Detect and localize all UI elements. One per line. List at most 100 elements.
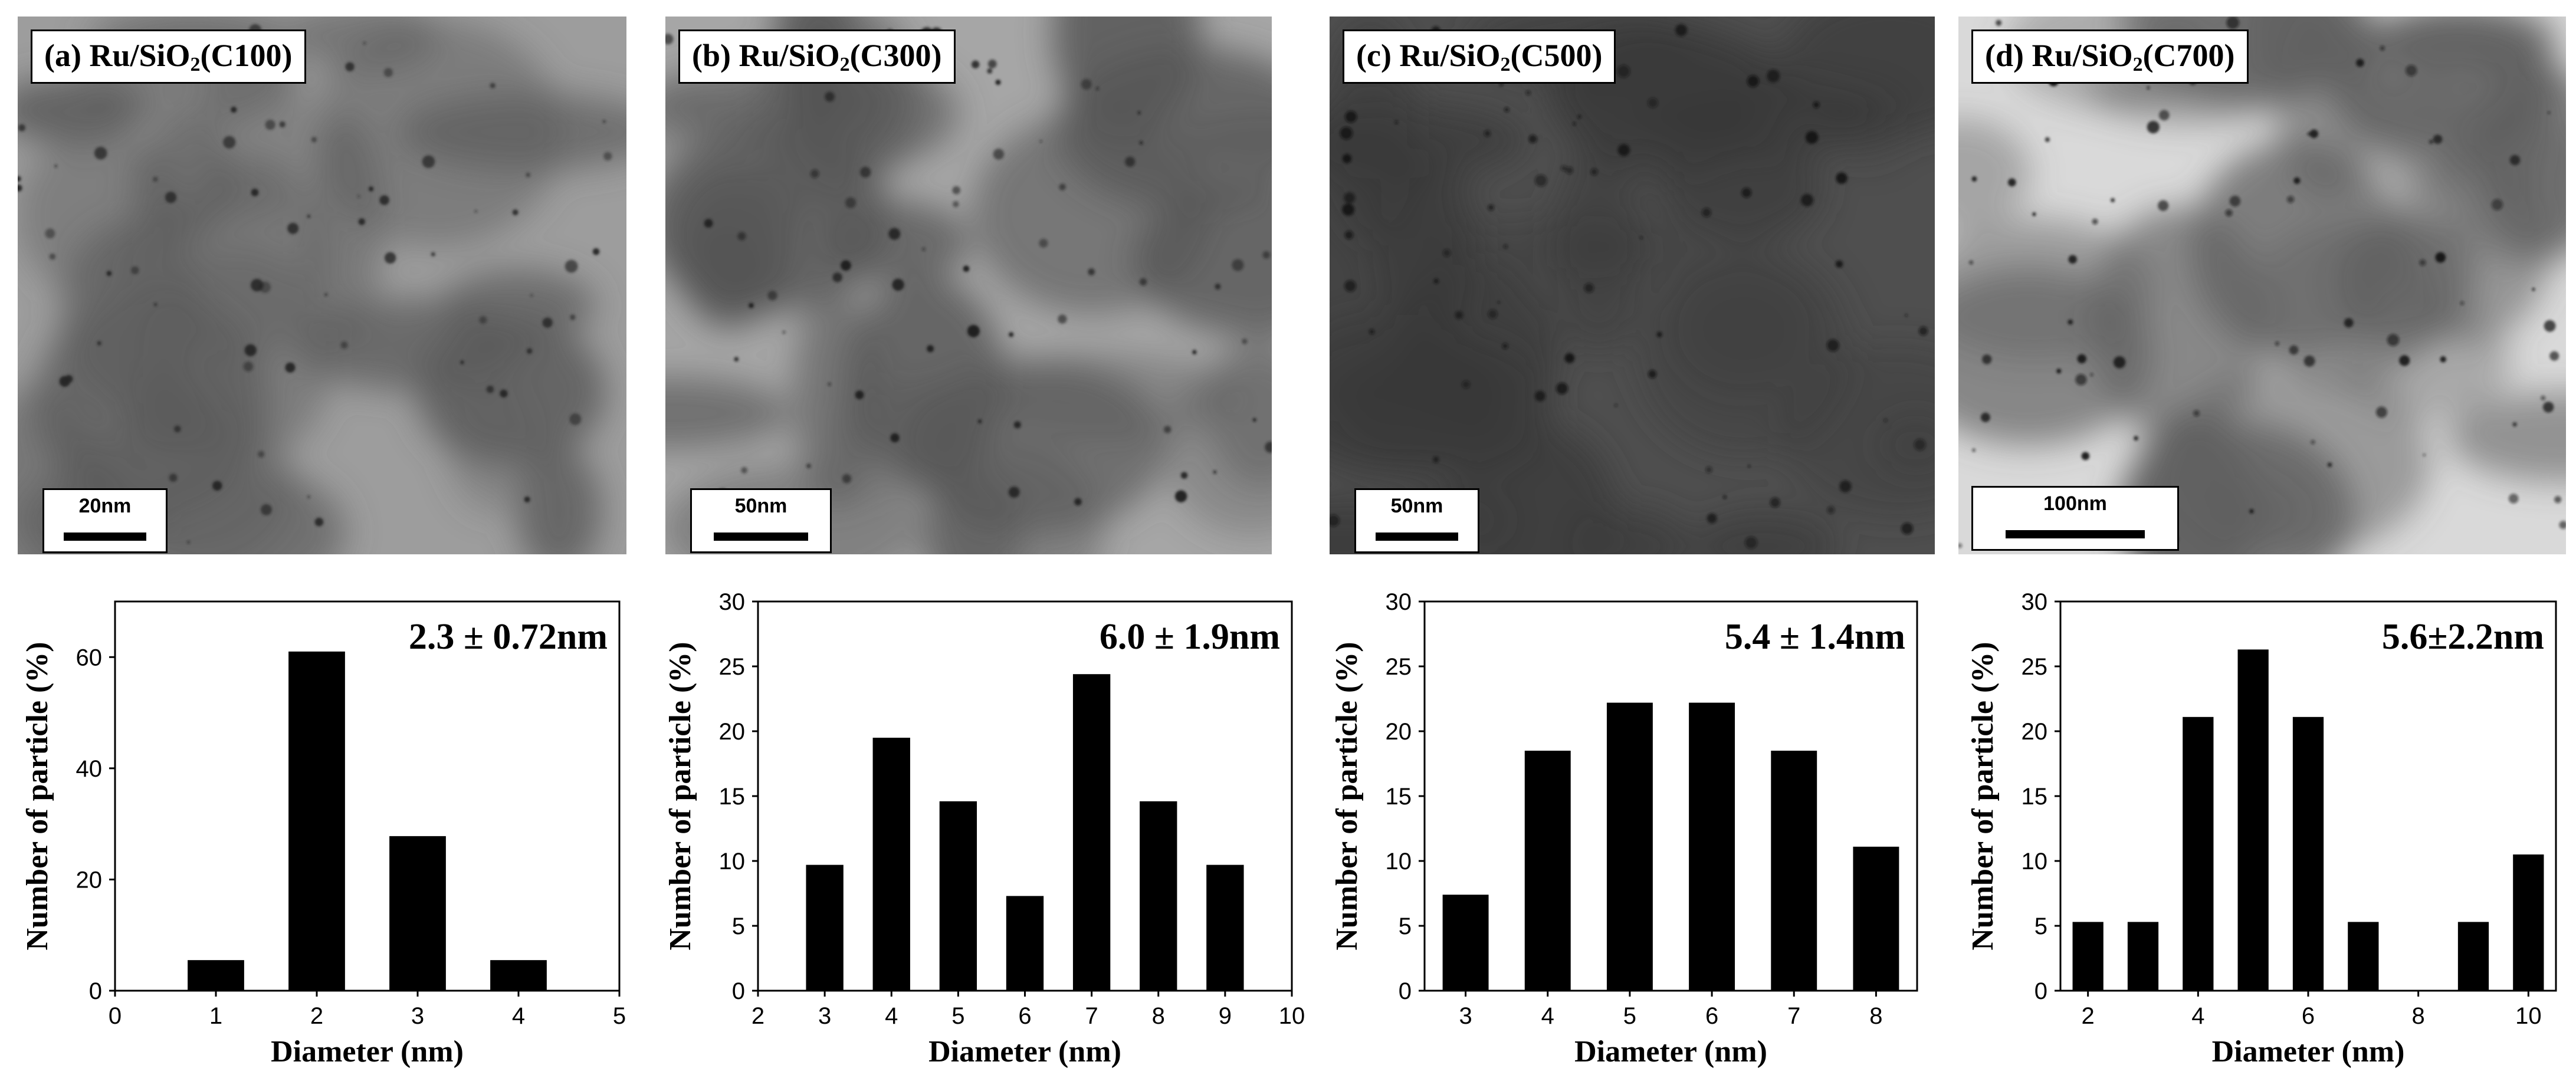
bar xyxy=(2072,922,2104,991)
x-axis-label: Diameter (nm) xyxy=(928,1035,1121,1069)
y-tick-label: 0 xyxy=(89,978,102,1004)
histogram-d: 0 5 10 15 20 25 30 2 4 6 8 10 Diameter (nm) Number of… xyxy=(1957,589,2574,1085)
plot-frame xyxy=(114,600,621,992)
histogram-c: 0 5 10 15 20 25 30 3 4 5 6 7 8 Diameter (nm) Number of… xyxy=(1321,589,1935,1085)
bar xyxy=(1853,846,1899,991)
tem-micrograph-c xyxy=(1330,17,1935,554)
scale-bar-b: 50nm xyxy=(690,488,832,553)
y-tick-label: 30 xyxy=(719,589,746,615)
x-tick-label: 8 xyxy=(1869,1003,1882,1029)
size-annotation: 5.6±2.2nm xyxy=(2382,617,2544,657)
bar xyxy=(939,801,977,991)
y-tick-label: 25 xyxy=(719,654,746,680)
x-tick-label: 5 xyxy=(613,1003,626,1029)
tem-cluster-group xyxy=(1330,17,1935,554)
bar xyxy=(2183,716,2214,991)
y-tick-label: 25 xyxy=(2022,654,2048,680)
y-axis-label: Number of particle (%) xyxy=(21,642,54,950)
tem-image-b: (b) Ru/SiO2(C300) 50nm xyxy=(665,17,1272,554)
y-tick-label: 15 xyxy=(2022,784,2048,810)
x-axis-label: Diameter (nm) xyxy=(271,1035,464,1069)
tem-particles xyxy=(18,24,612,544)
bar xyxy=(872,738,910,991)
tem-micrograph-d xyxy=(1958,17,2566,554)
bar xyxy=(1689,702,1735,991)
y-axis-label: Number of particle (%) xyxy=(664,642,697,950)
scale-bar-c: 50nm xyxy=(1354,488,1479,553)
y-tick-label: 40 xyxy=(76,756,103,782)
x-tick-label: 4 xyxy=(1541,1003,1554,1029)
scale-bar-a: 20nm xyxy=(42,488,168,553)
y-tick-label: 0 xyxy=(1399,978,1412,1004)
y-tick-label: 30 xyxy=(1386,589,1412,615)
x-tick-label: 5 xyxy=(1623,1003,1636,1029)
bar xyxy=(1206,865,1244,991)
bar xyxy=(1442,895,1489,991)
scale-bar-text-b: 50nm xyxy=(734,495,787,517)
x-tick-label: 6 xyxy=(1018,1003,1031,1029)
scale-bar-line-b xyxy=(714,533,808,541)
tem-cluster-group xyxy=(665,17,1272,554)
scale-bar-line-a xyxy=(63,533,147,541)
y-tick-label: 30 xyxy=(2022,589,2048,615)
scale-bar-text-a: 20nm xyxy=(78,495,132,517)
y-axis-label: Number of particle (%) xyxy=(1966,642,2000,950)
x-axis-label: Diameter (nm) xyxy=(2212,1035,2405,1069)
tem-image-d: (d) Ru/SiO2(C700) 100nm xyxy=(1958,17,2566,554)
bar xyxy=(188,960,244,991)
scale-bar-text-d: 100nm xyxy=(2043,492,2107,515)
bar xyxy=(2513,854,2544,991)
x-tick-label: 4 xyxy=(885,1003,898,1029)
bar xyxy=(1524,751,1571,991)
y-tick-label: 5 xyxy=(1399,913,1412,939)
x-tick-label: 7 xyxy=(1085,1003,1098,1029)
y-tick-label: 10 xyxy=(2022,849,2048,875)
bar xyxy=(490,960,547,991)
tem-micrograph-a xyxy=(18,17,626,554)
y-tick-label: 5 xyxy=(732,913,745,939)
y-tick-label: 25 xyxy=(1386,654,1412,680)
x-tick-label: 3 xyxy=(411,1003,424,1029)
panel-label-b: (b) Ru/SiO2(C300) xyxy=(678,29,956,84)
bar xyxy=(1606,702,1653,991)
y-tick-label: 10 xyxy=(1386,849,1412,875)
bar xyxy=(1072,674,1111,991)
y-tick-label: 10 xyxy=(719,849,746,875)
x-tick-label: 5 xyxy=(951,1003,964,1029)
y-tick-label: 0 xyxy=(732,978,745,1004)
x-tick-label: 10 xyxy=(1279,1003,1305,1029)
x-tick-label: 4 xyxy=(512,1003,525,1029)
x-tick-label: 2 xyxy=(752,1003,764,1029)
tem-particles xyxy=(1330,24,1928,549)
bar xyxy=(2237,649,2269,991)
y-tick-label: 20 xyxy=(719,719,746,745)
panel-label-d: (d) Ru/SiO2(C700) xyxy=(1971,29,2249,84)
plot-frame xyxy=(1423,600,1918,992)
x-tick-label: 2 xyxy=(310,1003,323,1029)
y-tick-label: 20 xyxy=(2022,719,2048,745)
panel-label-a: (a) Ru/SiO2(C100) xyxy=(31,29,306,84)
bar xyxy=(1140,801,1177,991)
tem-micrograph-b xyxy=(665,17,1272,554)
bar xyxy=(1771,751,1817,991)
bar xyxy=(389,836,446,991)
bar xyxy=(288,651,345,991)
tem-particles xyxy=(1958,17,2566,550)
scale-bar-line-d xyxy=(2006,530,2145,538)
x-tick-label: 0 xyxy=(109,1003,122,1029)
x-tick-label: 4 xyxy=(2191,1003,2204,1029)
x-tick-label: 7 xyxy=(1787,1003,1800,1029)
y-tick-label: 0 xyxy=(2034,978,2047,1004)
y-tick-label: 5 xyxy=(2034,913,2047,939)
x-tick-label: 8 xyxy=(1152,1003,1165,1029)
y-tick-label: 15 xyxy=(1386,784,1412,810)
bar xyxy=(2292,716,2324,991)
x-tick-label: 1 xyxy=(209,1003,222,1029)
x-tick-label: 6 xyxy=(2302,1003,2315,1029)
x-tick-label: 10 xyxy=(2515,1003,2542,1029)
scale-bar-text-c: 50nm xyxy=(1390,495,1443,517)
bar xyxy=(2348,922,2379,991)
tem-cluster-group xyxy=(1958,17,2566,554)
y-tick-label: 60 xyxy=(76,645,103,670)
bar xyxy=(1006,896,1044,991)
